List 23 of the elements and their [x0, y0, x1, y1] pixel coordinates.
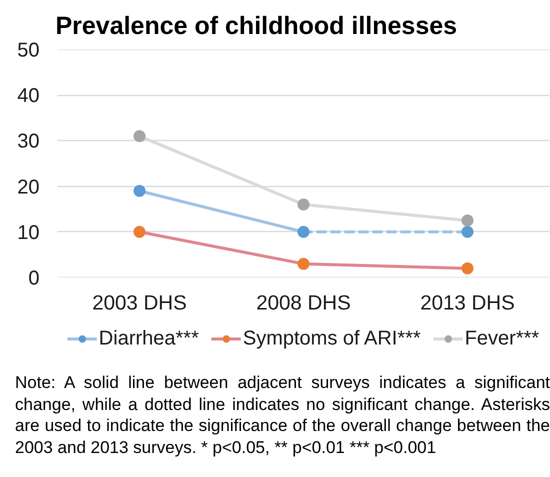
text: Note: A solid line between adjacent surveys indicates a significant change, while a dotted line indicates no significant change. Asterisks are used to indicate the significance of the overall change between the 2003 and 2013 surveys. * p<0.05, ** p<0.01 *** p<0.001 — [15, 372, 550, 458]
point — [134, 130, 146, 142]
y-tick-label: 0 — [28, 268, 40, 290]
y-tick-label: 50 — [17, 40, 40, 62]
point — [134, 184, 146, 197]
x-tick-label: 2013 DHS — [420, 292, 515, 314]
point — [462, 262, 474, 274]
legend-label: Fever*** — [464, 327, 540, 350]
point — [462, 214, 474, 226]
point — [462, 226, 474, 238]
point — [298, 226, 310, 238]
chart-title: Prevalence of childhood illnesses — [56, 12, 458, 40]
legend-label: Diarrhea*** — [98, 327, 199, 350]
point — [134, 226, 146, 238]
y-tick-label: 20 — [17, 176, 40, 198]
point — [298, 198, 310, 211]
legend-label: Symptoms of ARI*** — [242, 327, 421, 350]
point — [298, 258, 310, 270]
y-tick-label: 30 — [17, 130, 40, 153]
x-tick-label: 2008 DHS — [256, 292, 351, 314]
x-tick-label: 2003 DHS — [92, 292, 187, 314]
y-tick-label: 40 — [17, 85, 40, 108]
y-tick-label: 10 — [17, 222, 40, 244]
